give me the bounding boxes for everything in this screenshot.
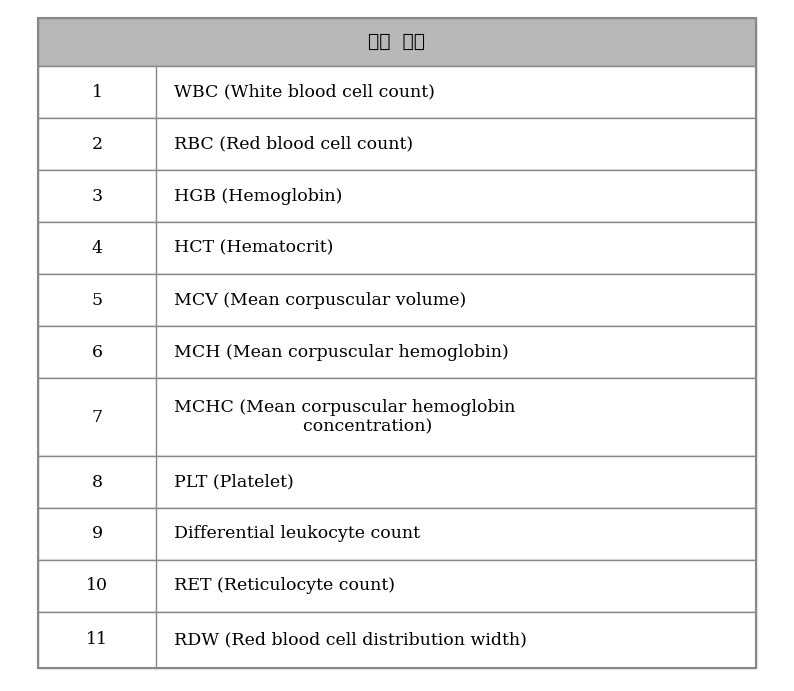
Text: 4: 4 [92, 240, 102, 256]
Bar [38, 612, 756, 668]
Text: 3: 3 [91, 187, 102, 205]
Bar [38, 456, 756, 508]
Bar [38, 66, 756, 118]
Text: MCH (Mean corpuscular hemoglobin): MCH (Mean corpuscular hemoglobin) [175, 343, 509, 361]
Text: 11: 11 [87, 632, 108, 648]
Text: 6: 6 [92, 343, 102, 361]
Text: WBC (White blood cell count): WBC (White blood cell count) [175, 84, 435, 100]
Text: 2: 2 [91, 135, 102, 153]
Text: 분석  항목: 분석 항목 [368, 33, 426, 51]
Bar [38, 274, 756, 326]
Text: Differential leukocyte count: Differential leukocyte count [175, 525, 421, 542]
Text: 7: 7 [91, 408, 102, 426]
Text: 10: 10 [87, 578, 108, 594]
Text: 8: 8 [92, 473, 102, 491]
Text: PLT (Platelet): PLT (Platelet) [175, 473, 295, 491]
Bar [38, 118, 756, 170]
Bar [38, 170, 756, 222]
Text: RDW (Red blood cell distribution width): RDW (Red blood cell distribution width) [175, 632, 527, 648]
Text: MCHC (Mean corpuscular hemoglobin
        concentration): MCHC (Mean corpuscular hemoglobin concen… [175, 399, 516, 435]
Bar [38, 18, 756, 66]
Text: 1: 1 [92, 84, 102, 100]
Text: HGB (Hemoglobin): HGB (Hemoglobin) [175, 187, 343, 205]
Text: 5: 5 [91, 292, 102, 308]
Text: MCV (Mean corpuscular volume): MCV (Mean corpuscular volume) [175, 292, 467, 308]
Bar [38, 508, 756, 560]
Bar [38, 560, 756, 612]
Bar [38, 378, 756, 456]
Bar [38, 222, 756, 274]
Text: RBC (Red blood cell count): RBC (Red blood cell count) [175, 135, 414, 153]
Text: HCT (Hematocrit): HCT (Hematocrit) [175, 240, 333, 256]
Text: 9: 9 [91, 525, 102, 542]
Bar [38, 326, 756, 378]
Text: RET (Reticulocyte count): RET (Reticulocyte count) [175, 578, 395, 594]
